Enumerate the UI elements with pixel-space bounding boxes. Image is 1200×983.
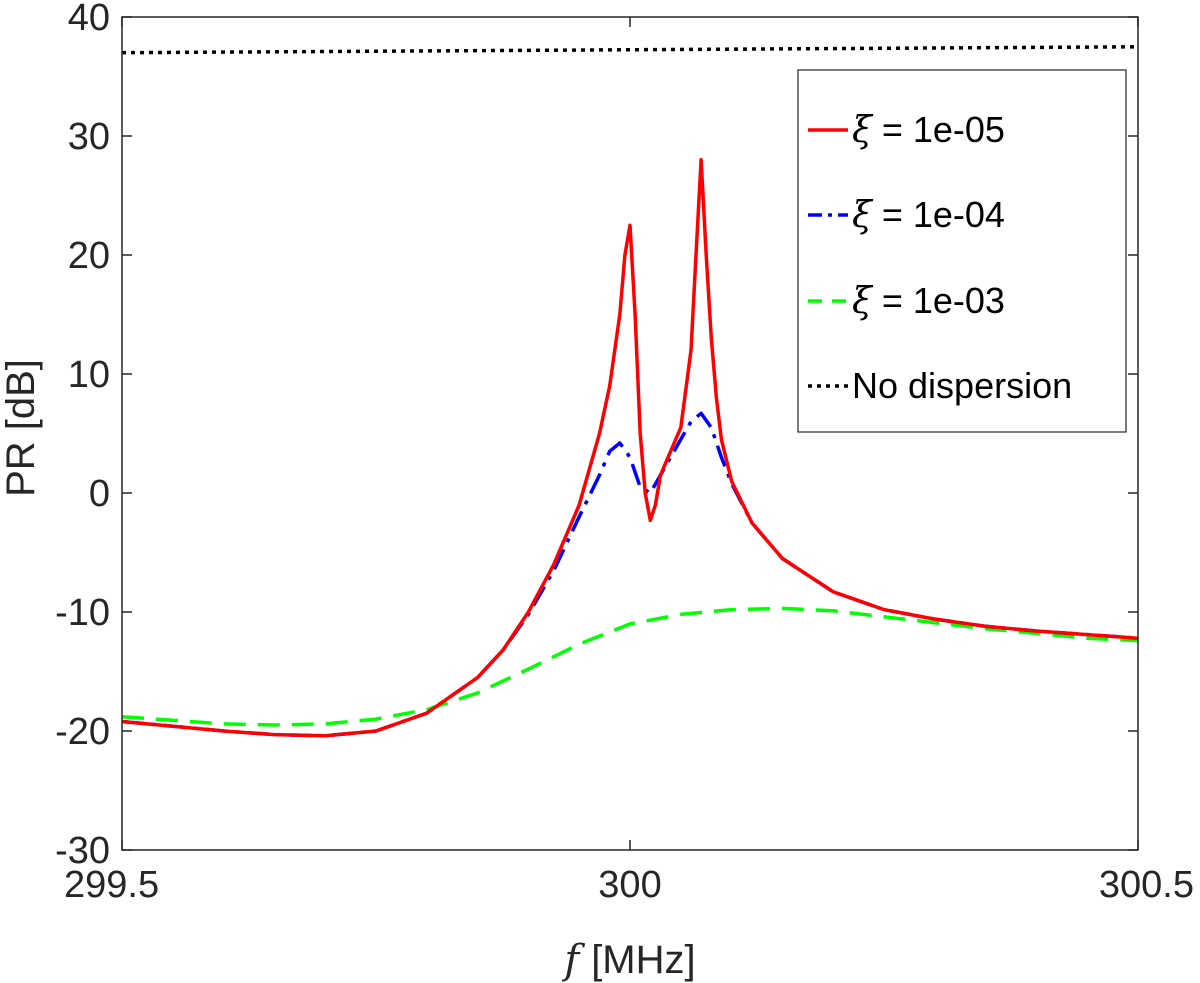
legend-symbol: ξ (852, 281, 874, 322)
x-axis-unit: [MHz] (591, 938, 695, 982)
legend-symbol: ξ (852, 110, 874, 151)
y-tick-label: 0 (89, 473, 110, 515)
x-tick-label: 299.5 (64, 864, 159, 906)
legend-symbol: ξ (852, 195, 874, 236)
legend-text: = 1e-04 (872, 194, 1005, 235)
legend-item-2: ξ = 1e-04 (808, 194, 1005, 236)
x-tick-label: 300 (598, 864, 661, 906)
axis-ticks: -30 -20 -10 0 10 20 30 40 299.5 300 300.5 (55, 0, 1194, 906)
legend-box (797, 69, 1127, 433)
legend-label: ξ = 1e-05 (852, 109, 1005, 151)
y-tick-label: -30 (55, 830, 110, 872)
y-axis-label: PR [dB] (0, 359, 43, 497)
series-line-4 (122, 45, 1138, 55)
y-tick-label: 20 (68, 235, 110, 277)
series-line-1 (122, 158, 1138, 738)
legend-label: ξ = 1e-04 (852, 194, 1005, 236)
y-tick-label: 30 (68, 116, 110, 158)
y-tick-label: 40 (68, 0, 110, 39)
legend-item-4: No dispersion (808, 365, 1072, 406)
series-line-2 (122, 411, 1138, 738)
series-line-3 (122, 606, 1138, 727)
y-tick-label: -10 (55, 592, 110, 634)
legend-item-3: ξ = 1e-03 (808, 280, 1005, 322)
x-tick-label: 300.5 (1099, 864, 1194, 906)
legend-label: ξ = 1e-03 (852, 280, 1005, 322)
legend-text: No dispersion (852, 365, 1072, 406)
y-tick-label: -20 (55, 711, 110, 753)
x-axis-label: f [MHz] (561, 937, 695, 983)
plot-series (122, 45, 1138, 738)
legend-label: No dispersion (852, 365, 1072, 406)
y-tick-label: 10 (68, 354, 110, 396)
legend-text: = 1e-05 (872, 109, 1005, 150)
legend-text: = 1e-03 (872, 280, 1005, 321)
x-axis-symbol: f (561, 937, 585, 983)
legend-item-1: ξ = 1e-05 (808, 109, 1005, 151)
